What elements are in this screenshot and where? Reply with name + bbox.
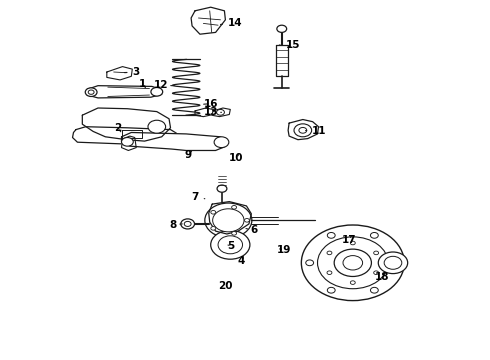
Text: 6: 6 [246,225,257,235]
Circle shape [334,249,371,276]
Polygon shape [82,108,171,141]
Polygon shape [107,67,132,80]
Polygon shape [212,108,230,117]
Circle shape [245,219,249,222]
Circle shape [217,185,227,192]
Polygon shape [195,108,215,117]
Text: 4: 4 [237,256,245,266]
Text: 13: 13 [203,107,221,117]
Circle shape [294,124,312,137]
Circle shape [151,87,163,96]
Text: 7: 7 [191,192,205,202]
Circle shape [232,231,237,235]
Text: 9: 9 [185,150,192,160]
Circle shape [378,252,408,274]
Circle shape [350,241,355,245]
Text: 11: 11 [306,126,327,136]
Circle shape [370,233,378,238]
Text: 16: 16 [203,99,218,109]
Circle shape [184,221,191,226]
Text: 12: 12 [153,80,172,90]
Circle shape [301,225,404,301]
Circle shape [181,219,195,229]
Text: 3: 3 [124,67,140,77]
Polygon shape [122,130,142,138]
Circle shape [217,109,224,115]
Circle shape [211,226,216,230]
Polygon shape [276,45,288,76]
Circle shape [211,230,250,259]
Circle shape [122,138,133,146]
Circle shape [213,209,244,232]
Polygon shape [73,127,176,144]
Circle shape [327,251,332,255]
Circle shape [384,256,402,269]
Circle shape [299,127,307,133]
Text: 8: 8 [170,220,182,230]
Text: 15: 15 [279,40,300,50]
Circle shape [374,271,379,274]
Text: 17: 17 [342,235,356,245]
Circle shape [232,206,237,209]
Circle shape [214,137,229,148]
Circle shape [211,211,216,214]
Circle shape [343,256,363,270]
Circle shape [374,251,379,255]
Circle shape [327,271,332,274]
Text: 1: 1 [139,78,146,89]
Circle shape [327,233,335,238]
Polygon shape [87,86,162,98]
Circle shape [306,260,314,266]
Text: 5: 5 [228,241,235,251]
Circle shape [88,90,94,94]
Text: 10: 10 [229,153,244,163]
Circle shape [205,203,252,238]
Polygon shape [214,235,245,253]
Polygon shape [288,120,319,140]
Polygon shape [209,202,251,234]
Polygon shape [122,136,136,150]
Circle shape [370,287,378,293]
Polygon shape [191,7,225,34]
Circle shape [318,237,388,289]
Circle shape [148,120,166,133]
Text: 19: 19 [277,245,292,255]
Circle shape [392,260,400,266]
Circle shape [218,236,243,254]
Text: 18: 18 [375,272,390,282]
Circle shape [350,281,355,284]
Text: 14: 14 [220,18,243,28]
Polygon shape [122,132,226,150]
Text: 20: 20 [218,281,233,291]
Text: 2: 2 [114,123,121,133]
Circle shape [277,25,287,32]
Circle shape [85,88,97,96]
Circle shape [327,287,335,293]
